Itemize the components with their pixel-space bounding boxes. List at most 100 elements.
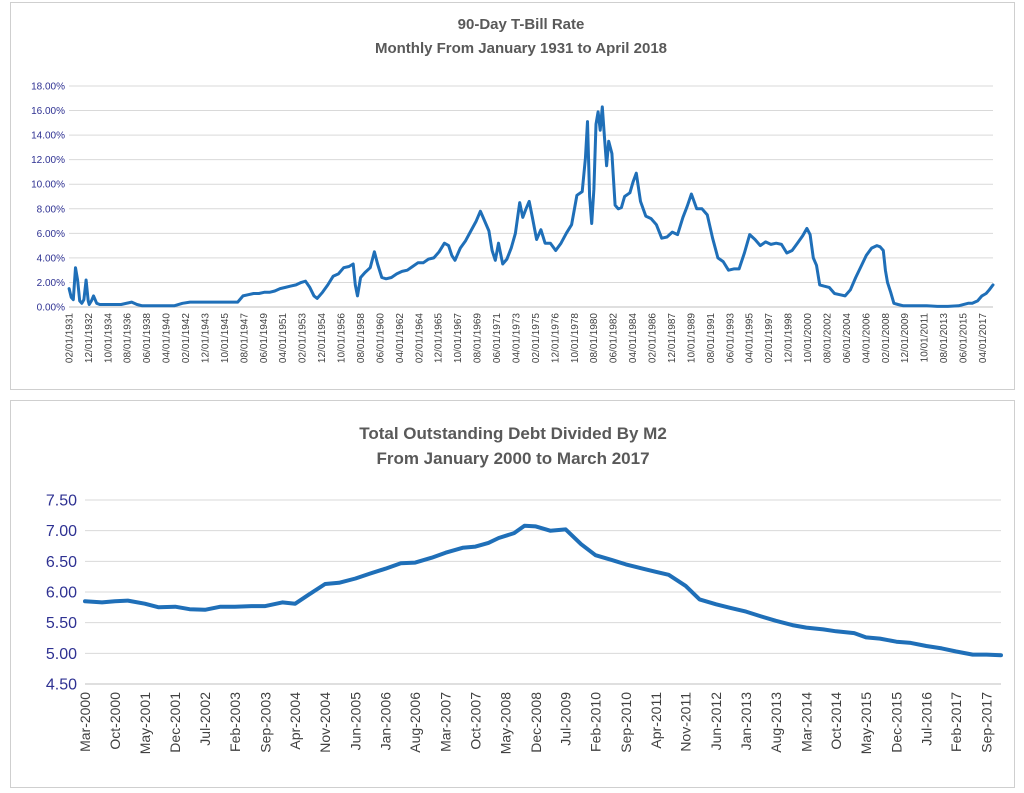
tbill-x-tick-label: 02/01/1975 xyxy=(531,313,542,363)
debt-m2-x-tick-label: Nov-2004 xyxy=(317,692,333,753)
debt-m2-y-tick-label: 5.50 xyxy=(46,615,77,632)
tbill-y-tick-label: 0.00% xyxy=(37,303,65,314)
tbill-x-tick-label: 04/01/2017 xyxy=(978,313,989,363)
debt-m2-chart-panel: Total Outstanding Debt Divided By M2 Fro… xyxy=(10,400,1015,788)
debt-m2-x-tick-label: Jul-2016 xyxy=(918,692,934,746)
tbill-chart-panel: 90-Day T-Bill Rate Monthly From January … xyxy=(10,2,1015,390)
tbill-x-tick-label: 10/01/1989 xyxy=(686,313,697,363)
debt-m2-x-tick-label: Jul-2009 xyxy=(558,692,574,746)
debt-m2-series-line xyxy=(83,523,1003,658)
tbill-chart-subtitle: Monthly From January 1931 to April 2018 xyxy=(375,40,667,57)
tbill-x-tick-label: 08/01/1969 xyxy=(473,313,484,363)
tbill-x-tick-label: 04/01/1940 xyxy=(162,313,173,363)
tbill-x-tick-label: 04/01/1951 xyxy=(278,313,289,363)
tbill-x-tick-label: 02/01/1942 xyxy=(181,313,192,363)
tbill-y-tick-label: 10.00% xyxy=(31,180,65,191)
tbill-x-tick-label: 12/01/1943 xyxy=(201,313,212,363)
tbill-y-tick-label: 6.00% xyxy=(37,229,65,240)
tbill-x-tick-label: 12/01/1998 xyxy=(784,313,795,363)
debt-m2-y-tick-label: 6.00 xyxy=(46,585,77,602)
debt-m2-x-tick-label: Nov-2011 xyxy=(678,692,694,752)
tbill-x-tick-label: 04/01/1984 xyxy=(628,313,639,363)
tbill-x-tick-label: 10/01/2000 xyxy=(803,313,814,363)
tbill-chart-title: 90-Day T-Bill Rate xyxy=(458,16,585,33)
tbill-x-tick-label: 04/01/1973 xyxy=(511,313,522,363)
debt-m2-x-tick-label: Sep-2010 xyxy=(618,692,634,753)
tbill-x-tick-label: 06/01/1960 xyxy=(375,313,386,363)
tbill-chart: 90-Day T-Bill Rate Monthly From January … xyxy=(31,16,995,363)
tbill-x-tick-label: 02/01/1997 xyxy=(764,313,775,363)
tbill-x-tick-label: 12/01/1976 xyxy=(550,313,561,363)
tbill-y-tick-label: 16.00% xyxy=(31,106,65,117)
debt-m2-y-tick-label: 7.50 xyxy=(46,493,77,510)
tbill-x-tick-label: 06/01/1971 xyxy=(492,313,503,363)
debt-m2-y-tick-label: 6.50 xyxy=(46,554,77,571)
debt-m2-x-tick-label: Jul-2002 xyxy=(197,692,213,746)
tbill-x-tick-label: 12/01/2009 xyxy=(900,313,911,363)
debt-m2-x-tick-label: Apr-2004 xyxy=(287,692,303,750)
tbill-x-tick-label: 10/01/2011 xyxy=(920,313,931,363)
tbill-x-tick-label: 06/01/2004 xyxy=(842,313,853,363)
debt-m2-x-tick-label: Dec-2008 xyxy=(528,692,544,753)
debt-m2-chart-title: Total Outstanding Debt Divided By M2 xyxy=(359,424,667,443)
tbill-x-tick-label: 12/01/1987 xyxy=(667,313,678,363)
debt-m2-y-tick-label: 7.00 xyxy=(46,523,77,540)
tbill-x-tick-label: 08/01/1947 xyxy=(239,313,250,363)
debt-m2-x-tick-label: Jan-2006 xyxy=(377,692,393,751)
debt-m2-x-tick-label: Apr-2011 xyxy=(648,692,664,749)
tbill-x-tick-label: 06/01/1982 xyxy=(609,313,620,363)
tbill-x-tick-label: 02/01/1986 xyxy=(648,313,659,363)
tbill-x-tick-label: 06/01/1949 xyxy=(259,313,270,363)
debt-m2-x-tick-label: Feb-2017 xyxy=(948,692,964,752)
debt-m2-y-tick-label: 4.50 xyxy=(46,677,77,694)
tbill-x-tick-label: 12/01/1965 xyxy=(434,313,445,363)
tbill-x-tick-label: 10/01/1978 xyxy=(570,313,581,363)
tbill-x-tick-label: 08/01/1958 xyxy=(356,313,367,363)
tbill-x-tick-label: 04/01/2006 xyxy=(861,313,872,363)
tbill-x-tick-label: 04/01/1962 xyxy=(395,313,406,363)
tbill-x-tick-label: 10/01/1945 xyxy=(220,313,231,363)
debt-m2-x-tick-label: Mar-2014 xyxy=(798,692,814,752)
tbill-x-tick-label: 08/01/2002 xyxy=(822,313,833,363)
tbill-x-tick-label: 06/01/2015 xyxy=(958,313,969,363)
debt-m2-x-tick-label: Dec-2001 xyxy=(167,692,183,753)
tbill-y-tick-label: 14.00% xyxy=(31,131,65,142)
debt-m2-x-tick-label: Oct-2000 xyxy=(107,692,123,750)
tbill-x-tick-label: 02/01/1953 xyxy=(298,313,309,363)
tbill-x-tick-label: 10/01/1967 xyxy=(453,313,464,363)
debt-m2-x-tick-label: Oct-2007 xyxy=(468,692,484,750)
tbill-x-tick-label: 02/01/2008 xyxy=(881,313,892,363)
tbill-x-tick-label: 12/01/1932 xyxy=(84,313,95,363)
debt-m2-chart-subtitle: From January 2000 to March 2017 xyxy=(376,449,649,468)
debt-m2-x-tick-label: Dec-2015 xyxy=(888,692,904,753)
tbill-x-tick-label: 08/01/1936 xyxy=(123,313,134,363)
tbill-series-line xyxy=(67,105,995,308)
tbill-y-tick-label: 2.00% xyxy=(37,278,65,289)
debt-m2-x-tick-label: Sep-2017 xyxy=(979,692,995,753)
tbill-x-tick-label: 06/01/1938 xyxy=(142,313,153,363)
tbill-x-tick-label: 10/01/1956 xyxy=(337,313,348,363)
debt-m2-x-tick-label: Feb-2010 xyxy=(588,692,604,752)
debt-m2-x-tick-label: Sep-2003 xyxy=(257,692,273,753)
debt-m2-x-tick-label: Jan-2013 xyxy=(738,692,754,751)
tbill-y-tick-label: 4.00% xyxy=(37,253,65,264)
debt-m2-x-tick-label: Jun-2005 xyxy=(347,692,363,751)
debt-m2-x-tick-label: Oct-2014 xyxy=(828,692,844,750)
tbill-x-tick-label: 02/01/1964 xyxy=(414,313,425,363)
tbill-x-tick-label: 10/01/1934 xyxy=(103,313,114,363)
debt-m2-x-tick-label: Aug-2006 xyxy=(407,692,423,753)
debt-m2-y-tick-label: 5.00 xyxy=(46,646,77,663)
debt-m2-chart: Total Outstanding Debt Divided By M2 Fro… xyxy=(46,424,1003,754)
debt-m2-x-tick-label: May-2008 xyxy=(497,692,513,754)
tbill-x-tick-label: 08/01/1991 xyxy=(706,313,717,363)
debt-m2-x-tick-label: May-2001 xyxy=(137,692,153,754)
tbill-x-tick-label: 06/01/1993 xyxy=(725,313,736,363)
tbill-x-tick-label: 02/01/1931 xyxy=(65,313,76,363)
debt-m2-x-tick-label: Jun-2012 xyxy=(708,692,724,751)
debt-m2-x-tick-label: Feb-2003 xyxy=(227,692,243,752)
tbill-y-tick-label: 8.00% xyxy=(37,204,65,215)
tbill-x-tick-label: 08/01/2013 xyxy=(939,313,950,363)
tbill-x-tick-label: 08/01/1980 xyxy=(589,313,600,363)
tbill-x-tick-label: 12/01/1954 xyxy=(317,313,328,363)
debt-m2-x-tick-label: May-2015 xyxy=(858,692,874,754)
